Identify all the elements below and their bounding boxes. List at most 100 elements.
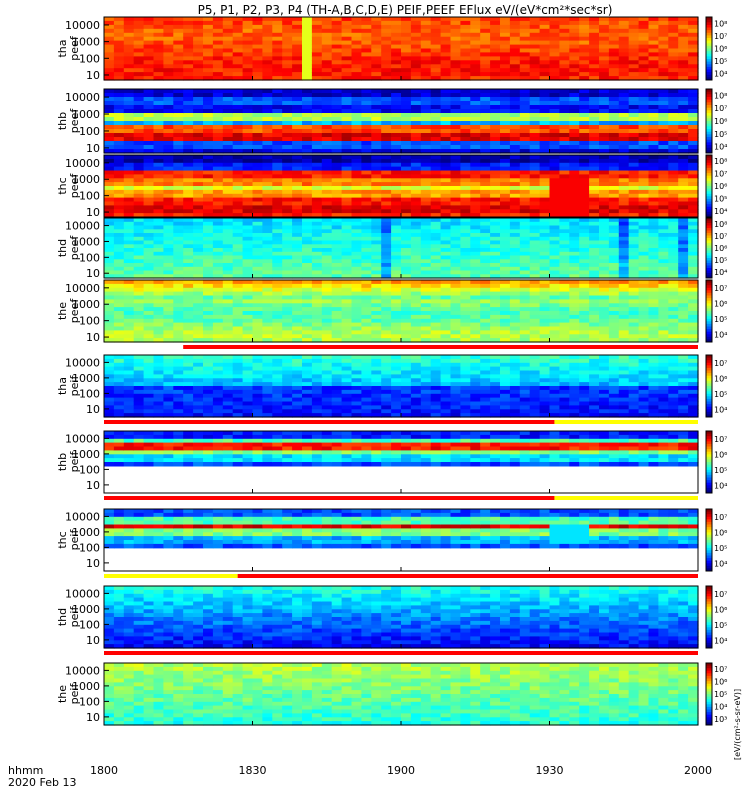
heatmap-cell	[480, 303, 491, 308]
heatmap-cell	[688, 158, 699, 164]
heatmap-cell	[678, 197, 689, 203]
heatmap-cell	[203, 20, 214, 26]
heatmap-cell	[262, 209, 273, 214]
heatmap-cell	[490, 44, 501, 50]
heatmap-cell	[450, 68, 461, 73]
heatmap-cell	[628, 174, 640, 179]
heatmap-cell	[123, 105, 135, 110]
heatmap-cell	[440, 68, 452, 73]
heatmap-cell	[143, 68, 155, 73]
heatmap-cell	[232, 155, 244, 160]
heatmap-cell	[430, 287, 442, 293]
heatmap-cell	[272, 155, 283, 160]
heatmap-cell	[143, 236, 155, 242]
heatmap-cell	[203, 244, 214, 249]
heatmap-cell	[470, 330, 481, 335]
heatmap-cell	[193, 330, 204, 335]
heatmap-cell	[589, 295, 600, 300]
heatmap-cell	[331, 105, 343, 110]
heatmap-cell	[638, 105, 650, 110]
heatmap-cell	[509, 251, 521, 257]
heatmap-cell	[222, 36, 234, 42]
heatmap-cell	[381, 137, 392, 142]
heatmap-cell	[252, 209, 263, 214]
heatmap-cell	[460, 307, 471, 312]
heatmap-cell	[450, 60, 461, 65]
heatmap-cell	[599, 76, 610, 81]
heatmap-cell	[203, 221, 214, 227]
heatmap-cell	[292, 318, 303, 324]
heatmap-cell	[569, 263, 580, 268]
heatmap-cell	[480, 52, 491, 57]
heatmap-cell	[559, 17, 570, 22]
heatmap-cell	[302, 170, 313, 175]
heatmap-cell	[163, 20, 174, 26]
heatmap-cell	[262, 303, 273, 308]
heatmap-cell	[410, 248, 422, 253]
heatmap-cell	[153, 162, 164, 168]
heatmap-cell	[143, 174, 155, 179]
heatmap-cell	[282, 266, 293, 272]
heatmap-cell	[450, 240, 461, 245]
heatmap-cell	[272, 213, 283, 218]
heatmap-cell	[262, 129, 273, 134]
heatmap-cell	[519, 117, 531, 122]
heatmap-cell	[183, 155, 194, 160]
heatmap-cell	[341, 205, 353, 210]
heatmap-cell	[420, 28, 432, 34]
heatmap-cell	[222, 307, 234, 312]
heatmap-cell	[420, 274, 432, 279]
heatmap-cell	[292, 97, 303, 102]
heatmap-cell	[153, 248, 164, 253]
heatmap-cell	[618, 205, 630, 210]
heatmap-cell	[420, 72, 432, 77]
heatmap-cell	[143, 72, 155, 77]
heatmap-cell	[341, 307, 353, 312]
heatmap-cell	[361, 295, 372, 300]
heatmap-cell	[460, 28, 471, 34]
heatmap-cell	[371, 201, 382, 206]
heatmap-cell	[529, 20, 541, 26]
heatmap-cell	[539, 303, 551, 308]
heatmap-cell	[133, 170, 145, 175]
heatmap-cell	[262, 251, 273, 257]
heatmap-cell	[648, 189, 659, 195]
heatmap-cell	[113, 303, 125, 308]
heatmap-cell	[212, 295, 224, 300]
heatmap-cell	[579, 117, 590, 122]
heatmap-cell	[163, 24, 174, 30]
heatmap-cell	[529, 295, 541, 300]
heatmap-cell	[658, 60, 669, 65]
heatmap-cell	[430, 197, 442, 203]
heatmap-cell	[579, 236, 590, 242]
heatmap-cell	[163, 295, 174, 300]
heatmap-cell	[272, 56, 283, 61]
heatmap-cell	[331, 155, 343, 160]
heatmap-cell	[579, 20, 590, 26]
heatmap-cell	[410, 162, 422, 168]
heatmap-cell	[104, 322, 115, 328]
heatmap-cell	[589, 178, 600, 183]
heatmap-cell	[381, 125, 392, 130]
heatmap-cell	[559, 28, 570, 34]
heatmap-cell	[341, 20, 353, 26]
heatmap-cell	[529, 28, 541, 34]
heatmap-cell	[470, 291, 481, 297]
heatmap-cell	[519, 101, 531, 106]
heatmap-cell	[302, 186, 313, 191]
heatmap-cell	[460, 283, 471, 289]
heatmap-cell	[658, 233, 669, 238]
heatmap-cell	[153, 229, 164, 234]
heatmap-cell	[173, 197, 184, 203]
heatmap-cell	[351, 244, 362, 249]
heatmap-cell	[173, 105, 184, 110]
heatmap-cell	[480, 274, 491, 279]
heatmap-cell	[222, 117, 234, 122]
heatmap-cell	[549, 274, 560, 279]
heatmap-cell	[668, 32, 679, 38]
heatmap-cell	[569, 113, 580, 118]
heatmap-cell	[321, 236, 333, 242]
heatmap-cell	[391, 213, 402, 218]
heatmap-cell	[401, 178, 412, 183]
heatmap-cell	[440, 299, 452, 304]
